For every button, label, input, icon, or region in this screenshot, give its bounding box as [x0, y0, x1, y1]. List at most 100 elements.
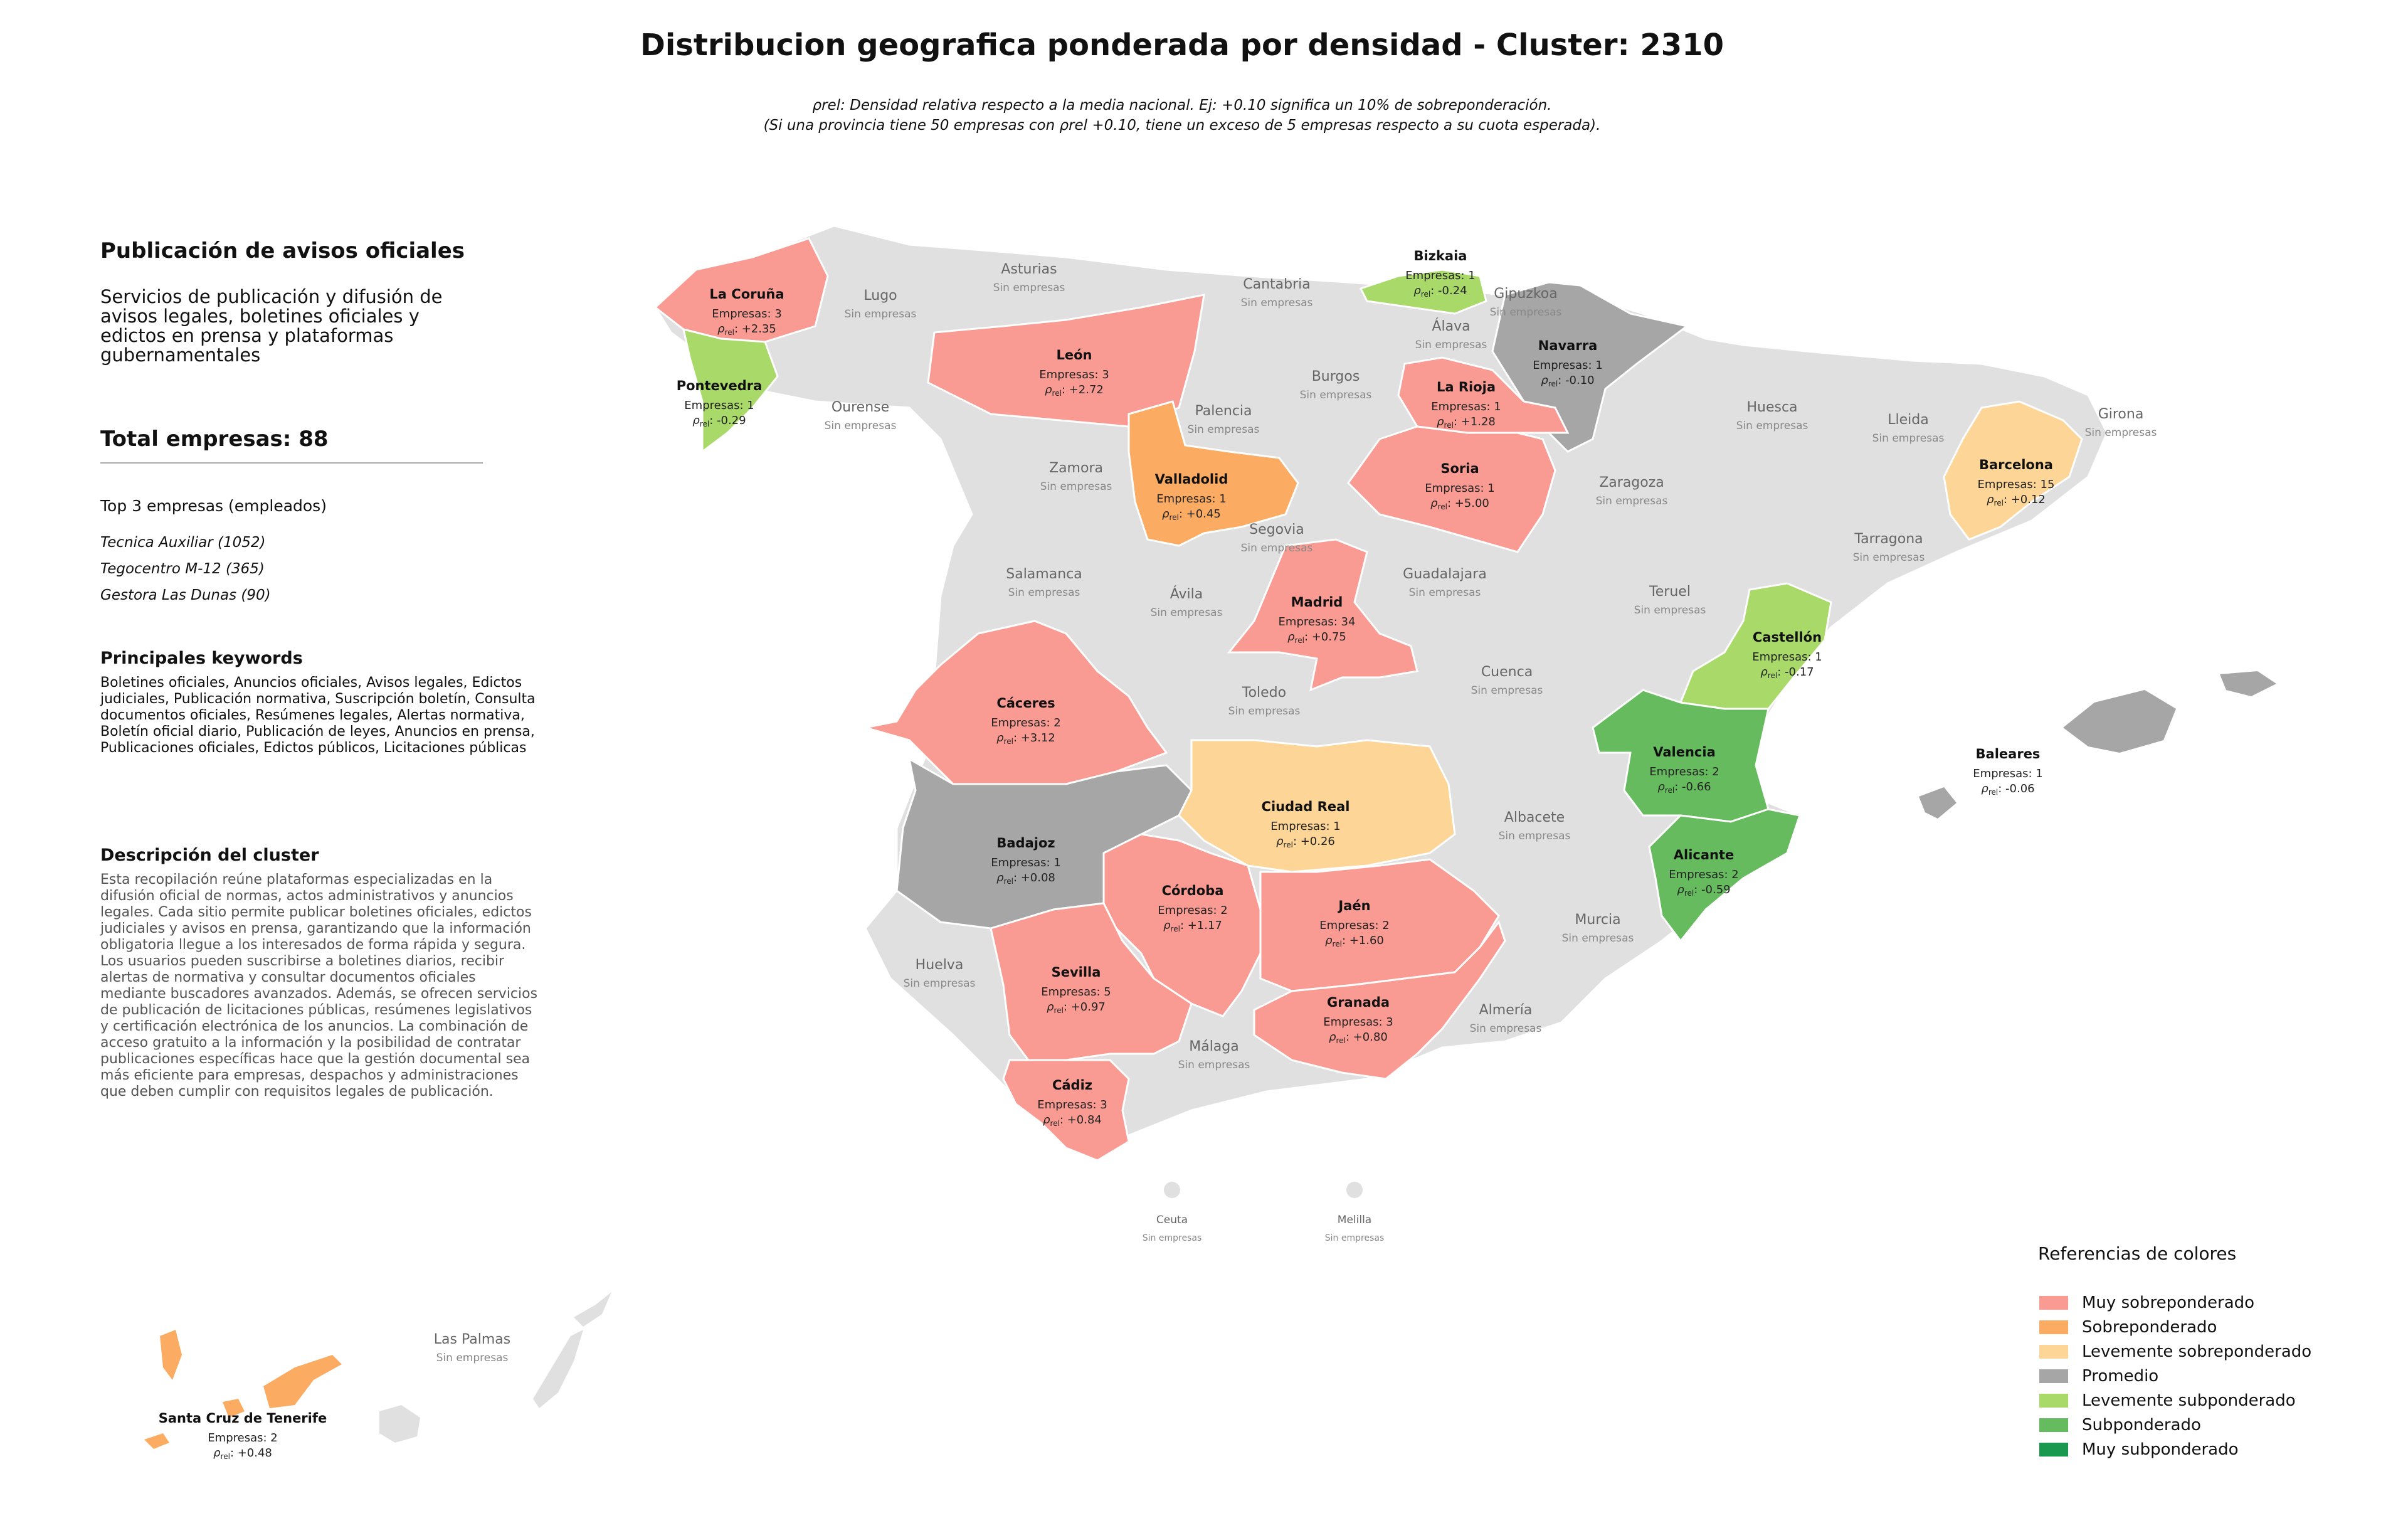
province-name: Valladolid — [1155, 472, 1228, 487]
legend-item: Levemente subponderado — [2039, 1391, 2296, 1410]
province-label: Barcelona Empresas: 15 ρrel: +0.12 — [1978, 457, 2055, 507]
province-label: Granada Empresas: 3 ρrel: +0.80 — [1323, 995, 1393, 1045]
province-label-empty: Cantabria Sin empresas — [1241, 277, 1313, 309]
province-rho: ρrel: +0.26 — [1276, 835, 1335, 849]
province-name: Córdoba — [1162, 883, 1224, 898]
province-name: Baleares — [1976, 746, 2041, 761]
legend-swatch — [2039, 1394, 2068, 1408]
no-companies-label: Sin empresas — [993, 282, 1065, 294]
province-name: Málaga — [1189, 1039, 1239, 1054]
province-name: Gipuzkoa — [1494, 286, 1558, 302]
province-rho: ρrel: -0.10 — [1541, 374, 1594, 388]
province-label-empty: Palencia Sin empresas — [1188, 403, 1260, 436]
province-companies: Empresas: 2 — [1319, 919, 1389, 932]
province-rho: ρrel: +0.12 — [1987, 493, 2046, 507]
province-label-empty: Ceuta Sin empresas — [1143, 1214, 1201, 1243]
top-company-2: Tegocentro M-12 (365) — [100, 561, 265, 577]
province-name: Alicante — [1674, 847, 1735, 862]
province-name: Ourense — [832, 400, 889, 415]
province-label: Alicante Empresas: 2 ρrel: -0.59 — [1669, 847, 1738, 898]
province-companies: Empresas: 1 — [1405, 269, 1475, 282]
province-name: Cáceres — [996, 696, 1055, 711]
province-companies: Empresas: 15 — [1978, 478, 2055, 491]
region-sevilla — [990, 902, 1193, 1061]
gomera-shape — [223, 1399, 245, 1418]
province-name: Cantabria — [1243, 277, 1311, 292]
top-company-3: Gestora Las Dunas (90) — [100, 587, 271, 603]
province-name: Asturias — [1001, 262, 1057, 277]
province-companies: Empresas: 3 — [1037, 1098, 1107, 1112]
province-companies: Empresas: 1 — [1431, 400, 1501, 413]
description-text: Esta recopilación reúne plataformas espe… — [100, 872, 538, 1100]
province-name: Ciudad Real — [1262, 799, 1350, 814]
province-companies: Empresas: 2 — [1158, 904, 1227, 917]
province-label-empty: Lleida Sin empresas — [1872, 412, 1945, 445]
province-companies: Empresas: 2 — [991, 716, 1060, 730]
province-name: Barcelona — [1979, 457, 2053, 472]
province-label-empty: Cuenca Sin empresas — [1471, 664, 1543, 697]
province-name: Murcia — [1575, 912, 1620, 928]
province-rho: ρrel: -0.06 — [1981, 782, 2034, 797]
province-name: Almería — [1479, 1002, 1533, 1018]
region-leon — [927, 294, 1205, 428]
province-label-empty: Ourense Sin empresas — [825, 400, 897, 432]
region-soria — [1347, 425, 1556, 553]
legend-swatch — [2039, 1369, 2068, 1383]
no-companies-label: Sin empresas — [1499, 830, 1571, 842]
province-label-empty: Las Palmas Sin empresas — [434, 1332, 510, 1364]
province-name: Sevilla — [1052, 965, 1101, 980]
province-name: Huelva — [916, 957, 964, 973]
total-companies: Total empresas: 88 — [100, 427, 329, 452]
province-label-empty: Toledo Sin empresas — [1228, 685, 1301, 718]
province-label: Badajoz Empresas: 1 ρrel: +0.08 — [991, 836, 1060, 886]
legend-label: Sobreponderado — [2082, 1318, 2217, 1337]
region-bizkaia — [1359, 268, 1487, 315]
legend-item: Muy sobreponderado — [2039, 1293, 2254, 1312]
province-name: Soria — [1440, 461, 1479, 476]
no-companies-label: Sin empresas — [1634, 604, 1706, 617]
province-label-empty: Huesca Sin empresas — [1736, 400, 1809, 432]
mallorca-shape — [2063, 690, 2176, 753]
legend-label: Promedio — [2082, 1367, 2159, 1386]
province-companies: Empresas: 3 — [712, 307, 781, 321]
province-rho: ρrel: +1.28 — [1437, 415, 1496, 430]
province-name: Toledo — [1242, 685, 1286, 701]
province-label-empty: Girona Sin empresas — [2085, 406, 2157, 439]
map-subtitle: ρrel: Densidad relativa respecto a la me… — [0, 95, 2364, 135]
province-companies: Empresas: 1 — [1156, 492, 1226, 506]
province-name: Castellón — [1753, 630, 1822, 645]
no-companies-label: Sin empresas — [1415, 339, 1487, 351]
no-companies-label: Sin empresas — [1151, 607, 1223, 619]
legend-label: Muy subponderado — [2082, 1440, 2239, 1459]
province-companies: Empresas: 34 — [1279, 615, 1356, 629]
province-rho: ρrel: -0.17 — [1760, 666, 1814, 680]
province-label: León Empresas: 3 ρrel: +2.72 — [1039, 348, 1109, 398]
cluster-intro: Servicios de publicación y difusión de a… — [100, 286, 443, 366]
province-name: Cuenca — [1481, 664, 1533, 680]
province-label-empty: Segovia Sin empresas — [1241, 522, 1313, 554]
province-label-empty: Zaragoza Sin empresas — [1596, 475, 1668, 507]
province-name: Valencia — [1653, 745, 1715, 760]
province-label-empty: Huelva Sin empresas — [904, 957, 976, 990]
panel-divider — [100, 462, 483, 464]
no-companies-label: Sin empresas — [825, 420, 897, 432]
province-name: Cádiz — [1052, 1078, 1092, 1093]
no-companies-label: Sin empresas — [2085, 427, 2157, 439]
province-rho: ρrel: +2.35 — [717, 322, 776, 337]
no-companies-label: Sin empresas — [1241, 297, 1313, 309]
province-rho: ρrel: -0.59 — [1677, 883, 1730, 898]
province-label-empty: Burgos Sin empresas — [1300, 369, 1372, 401]
province-rho: ρrel: +0.08 — [996, 871, 1055, 886]
province-label-empty: Tarragona Sin empresas — [1853, 531, 1925, 564]
province-rho: ρrel: +0.84 — [1043, 1113, 1102, 1128]
tenerife-shape — [263, 1355, 342, 1408]
ibiza-shape — [1919, 787, 1956, 819]
region-cordoba — [1102, 833, 1262, 1017]
province-label: Pontevedra Empresas: 1 ρrel: -0.29 — [677, 378, 763, 428]
province-label: Castellón Empresas: 1 ρrel: -0.17 — [1752, 630, 1822, 680]
province-name: Zaragoza — [1599, 475, 1664, 491]
legend-swatch — [2039, 1418, 2068, 1432]
